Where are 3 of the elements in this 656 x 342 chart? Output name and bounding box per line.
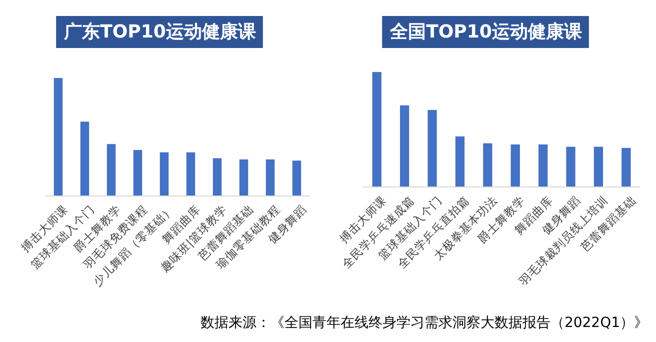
chart-title: 全国TOP10运动健康课	[389, 22, 582, 42]
chart-title: 广东TOP10运动健康课	[63, 22, 256, 42]
source-note: 数据来源：《全国青年在线终身学习需求洞察大数据报告（2022Q1）》	[200, 315, 648, 331]
